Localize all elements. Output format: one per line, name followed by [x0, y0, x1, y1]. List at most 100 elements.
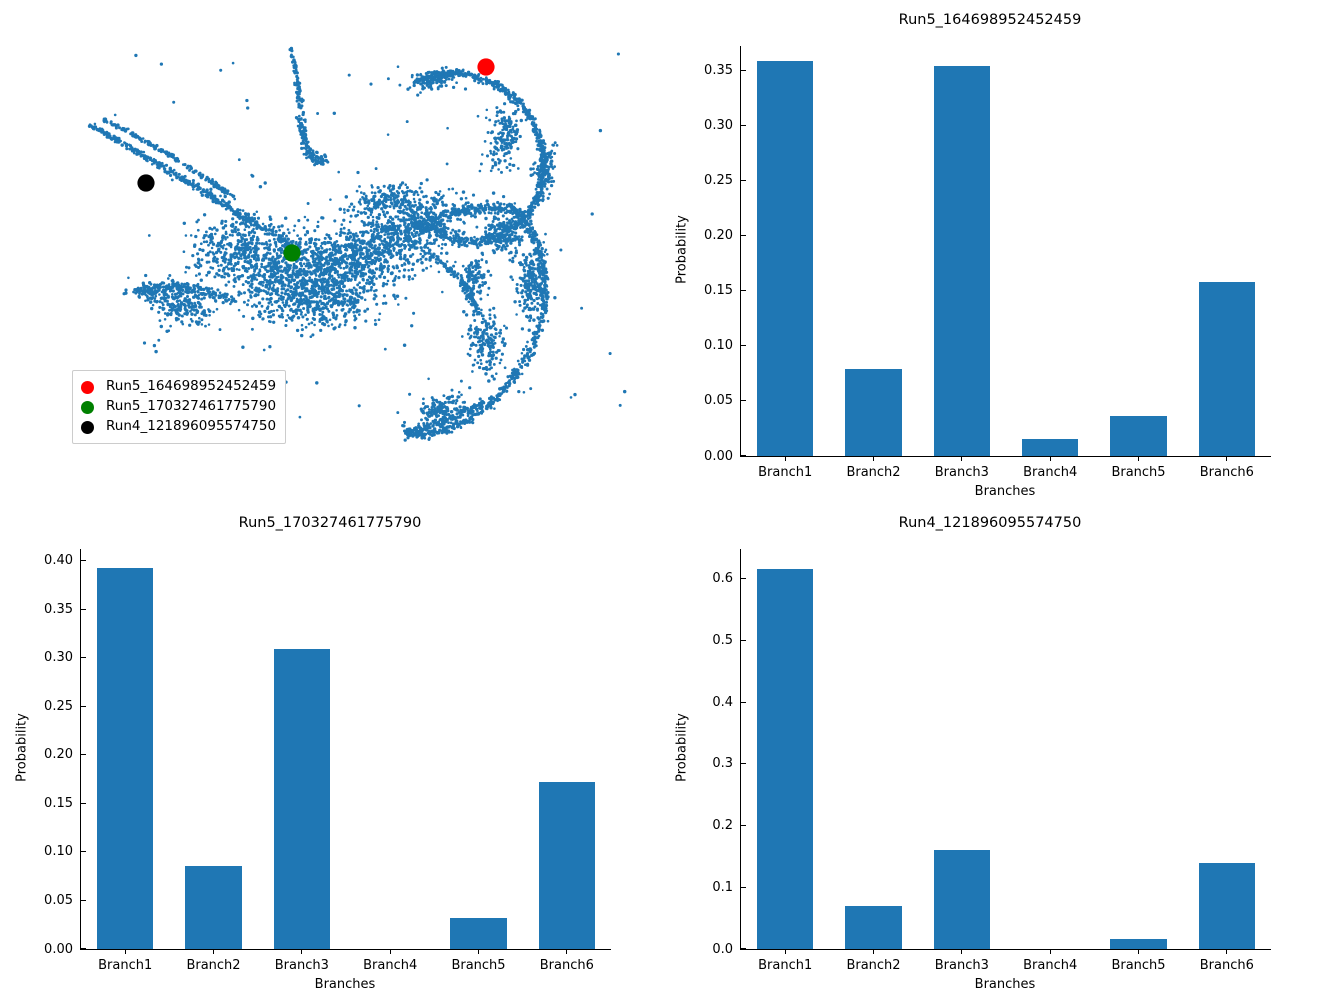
plot-area: 0.0 0.1 0.2 0.3 0.4 0.5 0.6 Branch1 Branch2 Branc… — [712, 549, 1271, 973]
y-axis-tick-mark — [81, 754, 86, 756]
bar-slot — [258, 549, 346, 949]
x-axis-tick-label: Branch3 — [934, 464, 989, 480]
legend-item-label: Run5_170327461775790 — [106, 398, 277, 415]
bar-slot — [523, 549, 611, 949]
y-axis-tick-mark — [741, 345, 746, 347]
x-axis-tick-label: Branch2 — [846, 957, 901, 973]
x-axis-tick-mark — [872, 949, 875, 954]
scatter-point-cloud — [87, 46, 627, 442]
bar-branch5[interactable] — [450, 917, 507, 949]
scatter-svg — [87, 46, 627, 442]
x-axis-tick-label: Branch3 — [934, 957, 989, 973]
y-axis-tick-mark — [741, 400, 746, 402]
bar-branch6[interactable] — [1198, 863, 1256, 949]
bar-branch2[interactable] — [845, 368, 902, 456]
bar-branch6[interactable] — [538, 782, 596, 949]
x-axis-tick-mark — [124, 949, 126, 954]
bar-slot — [1006, 549, 1094, 949]
highlighted-markers — [137, 58, 495, 262]
legend-item-label: Run4_121896095574750 — [106, 418, 277, 435]
y-axis-tick-mark — [81, 851, 86, 853]
chart-title: Run5_164698952452459 — [898, 12, 1082, 28]
y-axis-tick-label: 0.30 — [44, 650, 73, 666]
bar-branch4[interactable] — [1021, 439, 1079, 456]
bar-series — [741, 46, 1271, 456]
bar-slot — [741, 46, 829, 456]
bar-slot — [1183, 549, 1271, 949]
bar-branch2[interactable] — [845, 906, 902, 949]
y-axis-tick-label: 0.00 — [44, 941, 73, 957]
y-axis-tick-label: 0.1 — [712, 879, 733, 895]
x-axis-label: Branches — [314, 977, 376, 992]
bar-chart-panel-run5-1646: Run5_164698952452459 0.00 0.05 0.10 0.15 0.20… — [660, 0, 1320, 503]
x-axis-tick-mark — [872, 456, 875, 461]
bar-chart-panel-run5-1703: Run5_170327461775790 0.00 0.05 0.10 0.15 0.20… — [0, 503, 660, 1007]
bar-slot — [918, 549, 1006, 949]
y-axis-tick-label: 0.10 — [44, 844, 73, 860]
legend-item: Run5_170327461775790 — [81, 397, 276, 417]
x-axis-tick-mark — [784, 456, 786, 461]
bar-slot — [829, 46, 917, 456]
y-axis-tick-label: 0.20 — [704, 228, 733, 244]
x-axis-tick-mark — [301, 949, 303, 954]
plot-area: 0.00 0.05 0.10 0.15 0.20 0.25 0.30 0.35 Branch1 B… — [704, 46, 1271, 480]
y-axis-tick-label: 0.10 — [704, 338, 733, 354]
y-axis-tick-label: 0.0 — [712, 941, 733, 957]
bar-slot — [829, 549, 917, 949]
bar-branch3[interactable] — [933, 850, 991, 949]
y-axis-tick-label: 0.6 — [712, 571, 733, 587]
bar-branch6[interactable] — [1198, 281, 1256, 456]
bar-branch1[interactable] — [756, 61, 814, 456]
legend-marker-icon — [81, 420, 94, 434]
y-axis-tick-label: 0.05 — [704, 393, 733, 409]
y-axis-tick-label: 0.25 — [44, 698, 73, 714]
y-axis-tick-mark — [741, 124, 746, 126]
bar-slot — [346, 549, 434, 949]
legend-item-label: Run5_164698952452459 — [106, 378, 277, 395]
bar-branch5[interactable] — [1110, 416, 1167, 456]
x-axis-tick-mark — [1137, 456, 1140, 461]
bar-branch1[interactable] — [756, 569, 814, 949]
bar-branch2[interactable] — [185, 865, 242, 949]
y-axis-tick-mark — [81, 560, 86, 562]
bar-branch3[interactable] — [273, 649, 331, 949]
y-axis-tick-mark — [741, 886, 746, 888]
y-axis-tick-mark — [81, 948, 86, 950]
x-axis-tick-label: Branch5 — [451, 957, 506, 973]
x-axis-label: Branches — [974, 484, 1036, 499]
y-axis-tick-label: 0.25 — [704, 172, 733, 188]
y-axis-tick-mark — [741, 701, 746, 703]
x-axis-tick-mark — [1226, 456, 1228, 461]
x-axis-tick-label: Branch5 — [1111, 464, 1166, 480]
x-axis-tick-label: Branch2 — [186, 957, 241, 973]
bar-branch5[interactable] — [1110, 938, 1167, 949]
y-axis-tick-label: 0.35 — [44, 601, 73, 617]
y-axis-label: Probability — [14, 713, 30, 782]
y-axis-tick-label: 0.5 — [712, 632, 733, 648]
bar-branch1[interactable] — [96, 568, 154, 949]
bar-branch3[interactable] — [933, 65, 991, 456]
x-axis-tick-mark — [961, 456, 963, 461]
legend-item: Run5_164698952452459 — [81, 377, 276, 397]
y-axis-tick-mark — [741, 763, 746, 765]
bar-series — [741, 549, 1271, 949]
y-axis-tick-label: 0.3 — [712, 756, 733, 772]
bar-chart-panel-run4-1218: Run4_121896095574750 0.0 0.1 0.2 0.3 0.4 0.5 0.… — [660, 503, 1320, 1007]
bar-slot — [1006, 46, 1094, 456]
y-axis-tick-label: 0.30 — [704, 117, 733, 133]
y-axis-tick-mark — [741, 639, 746, 641]
bar-series — [81, 549, 611, 949]
bar-slot — [81, 549, 169, 949]
y-axis-tick-label: 0.35 — [704, 62, 733, 78]
y-axis-tick-mark — [81, 705, 86, 707]
x-axis-tick-label: Branch1 — [758, 464, 813, 480]
x-axis-tick-label: Branch3 — [274, 957, 329, 973]
x-axis-tick-mark — [1049, 949, 1051, 954]
legend-marker-icon — [81, 400, 94, 414]
x-axis-tick-mark — [1226, 949, 1228, 954]
y-axis-tick-mark — [741, 455, 746, 457]
x-axis-tick-mark — [1137, 949, 1140, 954]
plot-area: 0.00 0.05 0.10 0.15 0.20 0.25 0.30 0.35 0.40 Bran… — [44, 549, 611, 973]
x-axis-label: Branches — [974, 977, 1036, 992]
